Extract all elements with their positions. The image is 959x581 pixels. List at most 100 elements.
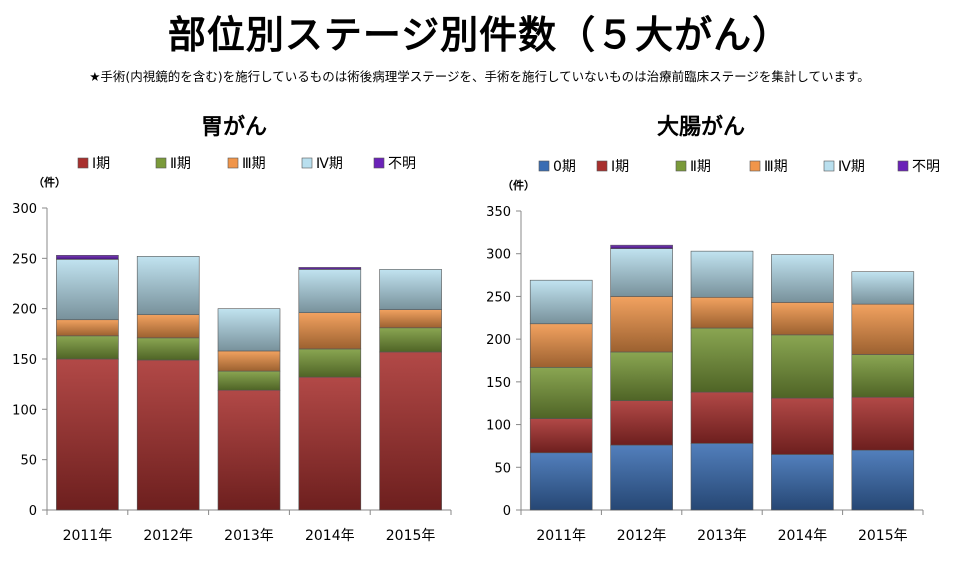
colorectal-chart-title: 大腸がん xyxy=(656,115,745,140)
stomach-legend-label: Ⅱ期 xyxy=(170,156,191,172)
colorectal-y-tick-label: 200 xyxy=(486,333,511,348)
colorectal-bar-2012年-0期 xyxy=(610,444,673,511)
stomach-y-unit-label: （件） xyxy=(33,175,66,189)
stomach-bar-2011年-不明 xyxy=(56,255,119,260)
stomach-x-tick-label: 2011年 xyxy=(63,528,113,544)
colorectal-y-tick-label: 300 xyxy=(486,248,511,263)
colorectal-bar-2011年-Ⅳ期 xyxy=(529,279,593,325)
stomach-legend-label: 不明 xyxy=(388,156,416,172)
stomach-bar-2014年-Ⅱ期 xyxy=(298,348,362,378)
stomach-bar-2011年-Ⅲ期 xyxy=(56,319,119,337)
stomach-y-tick-label: 200 xyxy=(12,303,37,318)
stomach-x-tick-label: 2012年 xyxy=(143,528,193,544)
stomach-legend-swatch xyxy=(77,157,89,169)
stomach-legend-swatch xyxy=(155,157,167,169)
colorectal-bar-2012年-不明 xyxy=(610,244,673,249)
colorectal-bar-2011年-Ⅱ期 xyxy=(529,367,593,419)
colorectal-legend-swatch xyxy=(538,160,550,172)
colorectal-legend-swatch xyxy=(823,160,835,172)
colorectal-bar-2015年-Ⅳ期 xyxy=(851,271,915,305)
colorectal-bar-2014年-Ⅱ期 xyxy=(771,334,834,399)
colorectal-x-tick-label: 2015年 xyxy=(858,528,908,544)
stomach-legend-swatch xyxy=(227,157,239,169)
colorectal-bar-2013年-Ⅱ期 xyxy=(690,327,754,393)
colorectal-bar-2011年-0期 xyxy=(529,452,593,511)
stomach-bar-2015年-Ⅰ期 xyxy=(379,351,442,511)
stomach-y-tick-label: 300 xyxy=(12,202,37,217)
colorectal-bar-2014年-Ⅰ期 xyxy=(771,397,834,455)
stomach-bar-2014年-Ⅰ期 xyxy=(298,376,362,511)
stomach-legend-label: Ⅲ期 xyxy=(242,156,266,172)
colorectal-bar-2015年-Ⅱ期 xyxy=(851,354,915,398)
stomach-y-tick-label: 50 xyxy=(20,454,37,469)
colorectal-bar-2012年-Ⅰ期 xyxy=(610,400,673,446)
colorectal-bar-2015年-Ⅲ期 xyxy=(851,303,915,355)
stomach-x-tick-label: 2014年 xyxy=(305,528,355,544)
colorectal-legend-label: 0期 xyxy=(553,159,576,175)
stomach-bar-2014年-不明 xyxy=(298,267,362,270)
colorectal-y-tick-label: 250 xyxy=(486,290,511,305)
colorectal-y-tick-label: 350 xyxy=(486,205,511,220)
colorectal-legend-swatch xyxy=(675,160,687,172)
stomach-bar-2014年-Ⅳ期 xyxy=(298,269,362,313)
colorectal-bar-2013年-0期 xyxy=(690,443,754,511)
colorectal-bar-2012年-Ⅳ期 xyxy=(610,248,673,297)
colorectal-legend-swatch xyxy=(749,160,761,172)
stomach-legend-swatch xyxy=(301,157,313,169)
stomach-bar-2013年-Ⅲ期 xyxy=(217,350,281,372)
colorectal-bar-2013年-Ⅰ期 xyxy=(690,391,754,444)
stomach-x-tick-label: 2015年 xyxy=(386,528,436,544)
stomach-y-tick-label: 0 xyxy=(29,504,37,519)
stomach-bar-2012年-Ⅱ期 xyxy=(136,337,200,361)
colorectal-legend-label: Ⅳ期 xyxy=(838,159,865,175)
colorectal-bar-2011年-Ⅲ期 xyxy=(529,323,593,368)
stomach-bar-2015年-Ⅲ期 xyxy=(379,309,442,329)
stomach-bar-2011年-Ⅱ期 xyxy=(56,335,119,360)
stomach-bar-2015年-Ⅱ期 xyxy=(379,327,442,353)
colorectal-y-tick-label: 150 xyxy=(486,376,511,391)
stomach-bar-2013年-Ⅱ期 xyxy=(217,370,281,391)
colorectal-bar-2015年-Ⅰ期 xyxy=(851,396,915,451)
colorectal-legend-label: 不明 xyxy=(912,159,940,175)
stomach-legend-swatch xyxy=(373,157,385,169)
colorectal-bar-2015年-0期 xyxy=(851,449,915,511)
colorectal-x-tick-label: 2014年 xyxy=(778,528,828,544)
stomach-chart-title: 胃がん xyxy=(200,115,267,140)
stomach-bar-2012年-Ⅳ期 xyxy=(136,256,200,316)
stomach-y-tick-label: 150 xyxy=(12,353,37,368)
colorectal-bar-2012年-Ⅲ期 xyxy=(610,296,673,353)
stomach-x-tick-label: 2013年 xyxy=(224,528,274,544)
colorectal-bar-2014年-Ⅳ期 xyxy=(771,254,834,303)
colorectal-bar-2014年-0期 xyxy=(771,454,834,511)
stomach-bar-2011年-Ⅳ期 xyxy=(56,259,119,321)
colorectal-bar-2014年-Ⅲ期 xyxy=(771,302,834,336)
stomach-bar-2015年-Ⅳ期 xyxy=(379,269,442,310)
colorectal-legend-label: Ⅱ期 xyxy=(690,159,711,175)
page-title: 部位別ステージ別件数（５大がん） xyxy=(167,13,792,57)
colorectal-legend-label: Ⅲ期 xyxy=(764,159,788,175)
stomach-bar-2013年-Ⅰ期 xyxy=(217,389,281,511)
colorectal-y-tick-label: 50 xyxy=(494,461,511,476)
stomach-bar-2012年-Ⅰ期 xyxy=(136,359,200,511)
colorectal-y-tick-label: 0 xyxy=(503,504,511,519)
colorectal-bar-2012年-Ⅱ期 xyxy=(610,351,673,401)
stomach-bar-2012年-Ⅲ期 xyxy=(136,314,200,339)
colorectal-x-tick-label: 2012年 xyxy=(617,528,667,544)
colorectal-y-unit-label: （件） xyxy=(502,178,535,192)
stomach-bar-2014年-Ⅲ期 xyxy=(298,312,362,350)
colorectal-bar-2013年-Ⅳ期 xyxy=(690,250,754,298)
colorectal-legend-swatch xyxy=(596,160,608,172)
page-subtitle: ★手術(内視鏡的を含む)を施行しているものは術後病理学ステージを、手術を施行して… xyxy=(89,69,870,84)
stomach-bar-2013年-Ⅳ期 xyxy=(217,308,281,352)
colorectal-x-tick-label: 2013年 xyxy=(697,528,747,544)
stomach-y-tick-label: 100 xyxy=(12,403,37,418)
colorectal-bar-2011年-Ⅰ期 xyxy=(529,418,593,454)
colorectal-bar-2013年-Ⅲ期 xyxy=(690,296,754,329)
stomach-y-tick-label: 250 xyxy=(12,252,37,267)
stomach-legend-label: Ⅳ期 xyxy=(316,156,343,172)
colorectal-legend-label: Ⅰ期 xyxy=(611,159,629,175)
stomach-legend-label: Ⅰ期 xyxy=(92,156,110,172)
colorectal-y-tick-label: 100 xyxy=(486,419,511,434)
colorectal-x-tick-label: 2011年 xyxy=(536,528,586,544)
